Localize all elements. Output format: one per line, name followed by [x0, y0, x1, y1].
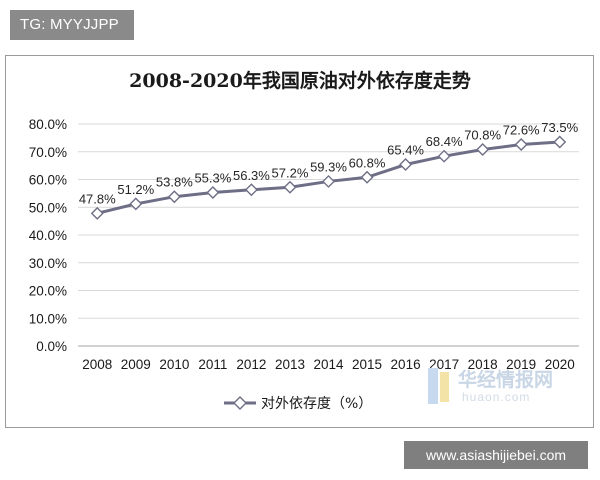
legend-label: 对外依存度（%）	[261, 396, 372, 412]
x-tick-label: 2010	[159, 357, 189, 372]
data-label: 60.8%	[349, 155, 386, 170]
data-point-marker	[553, 135, 567, 149]
legend[interactable]: 对外依存度（%）	[224, 396, 372, 412]
data-point-marker	[399, 158, 413, 172]
y-tick-label: 0.0%	[36, 339, 67, 354]
data-label: 55.3%	[194, 171, 231, 186]
data-point-marker	[283, 180, 297, 194]
x-axis-tick-labels: 2008 2009 2010 2011 2012 2013 2014 2015 2016 2017…	[82, 357, 575, 372]
y-tick-label: 40.0%	[29, 228, 67, 243]
watermark-cn-text: 华经情报网	[458, 368, 553, 391]
series-markers	[90, 135, 567, 220]
data-point-marker	[167, 190, 181, 204]
y-tick-label: 50.0%	[29, 200, 67, 215]
data-label: 72.6%	[503, 123, 540, 138]
x-tick-label: 2014	[313, 357, 344, 372]
data-point-marker	[476, 143, 490, 157]
data-point-marker	[360, 170, 374, 184]
footer-url-badge: www.asiashijiebei.com	[404, 441, 588, 469]
data-label: 59.3%	[310, 159, 347, 174]
data-point-marker	[206, 186, 220, 200]
y-tick-label: 80.0%	[29, 117, 67, 132]
y-axis-tick-labels: 0.0% 10.0% 20.0% 30.0% 40.0% 50.0% 60.0% 70.0% 8…	[29, 117, 67, 354]
x-tick-label: 2009	[121, 357, 151, 372]
y-tick-label: 60.0%	[29, 173, 67, 188]
x-tick-label: 2008	[82, 357, 112, 372]
data-label: 57.2%	[272, 165, 309, 180]
x-tick-label: 2018	[468, 357, 498, 372]
y-tick-label: 30.0%	[29, 256, 67, 271]
x-tick-label: 2019	[506, 357, 536, 372]
data-point-marker	[322, 174, 335, 188]
data-label: 73.5%	[541, 120, 578, 135]
x-tick-label: 2016	[391, 357, 421, 372]
data-point-marker	[437, 149, 451, 163]
data-point-marker	[129, 197, 143, 211]
data-labels: 47.8%51.2% 53.8% 55.3% 56.3% 57.2% 59.3% 60.8%…	[79, 120, 579, 206]
data-label: 56.3%	[233, 168, 270, 183]
y-tick-label: 20.0%	[29, 284, 67, 299]
data-label: 70.8%	[464, 128, 501, 143]
data-label: 51.2%	[117, 182, 154, 197]
legend-diamond-icon	[233, 396, 247, 410]
x-tick-label: 2013	[275, 357, 305, 372]
watermark-logo-block-yellow	[440, 372, 449, 402]
data-label: 53.8%	[156, 175, 193, 190]
x-tick-label: 2020	[545, 357, 575, 372]
data-label: 65.4%	[387, 143, 424, 158]
chart-frame	[5, 55, 594, 428]
chart-title: 2008-2020年我国原油对外依存度走势	[129, 69, 471, 92]
gridlines	[78, 123, 579, 347]
data-label: 47.8%	[79, 191, 116, 206]
x-tick-label: 2011	[198, 357, 227, 372]
data-point-marker	[90, 206, 104, 220]
y-tick-label: 70.0%	[29, 145, 67, 160]
x-tick-label: 2012	[236, 357, 266, 372]
data-point-marker	[514, 138, 528, 152]
data-point-marker	[244, 183, 258, 197]
watermark-en-text: huaon.com	[462, 390, 530, 404]
watermark-logo-block-blue	[428, 368, 438, 404]
data-label: 68.4%	[426, 134, 463, 149]
y-tick-label: 10.0%	[29, 311, 67, 326]
huaon-watermark: 华经情报网 huaon.com	[428, 368, 553, 404]
x-tick-label: 2015	[352, 357, 382, 372]
watermark-tag: TG: MYYJJPP	[10, 10, 134, 40]
